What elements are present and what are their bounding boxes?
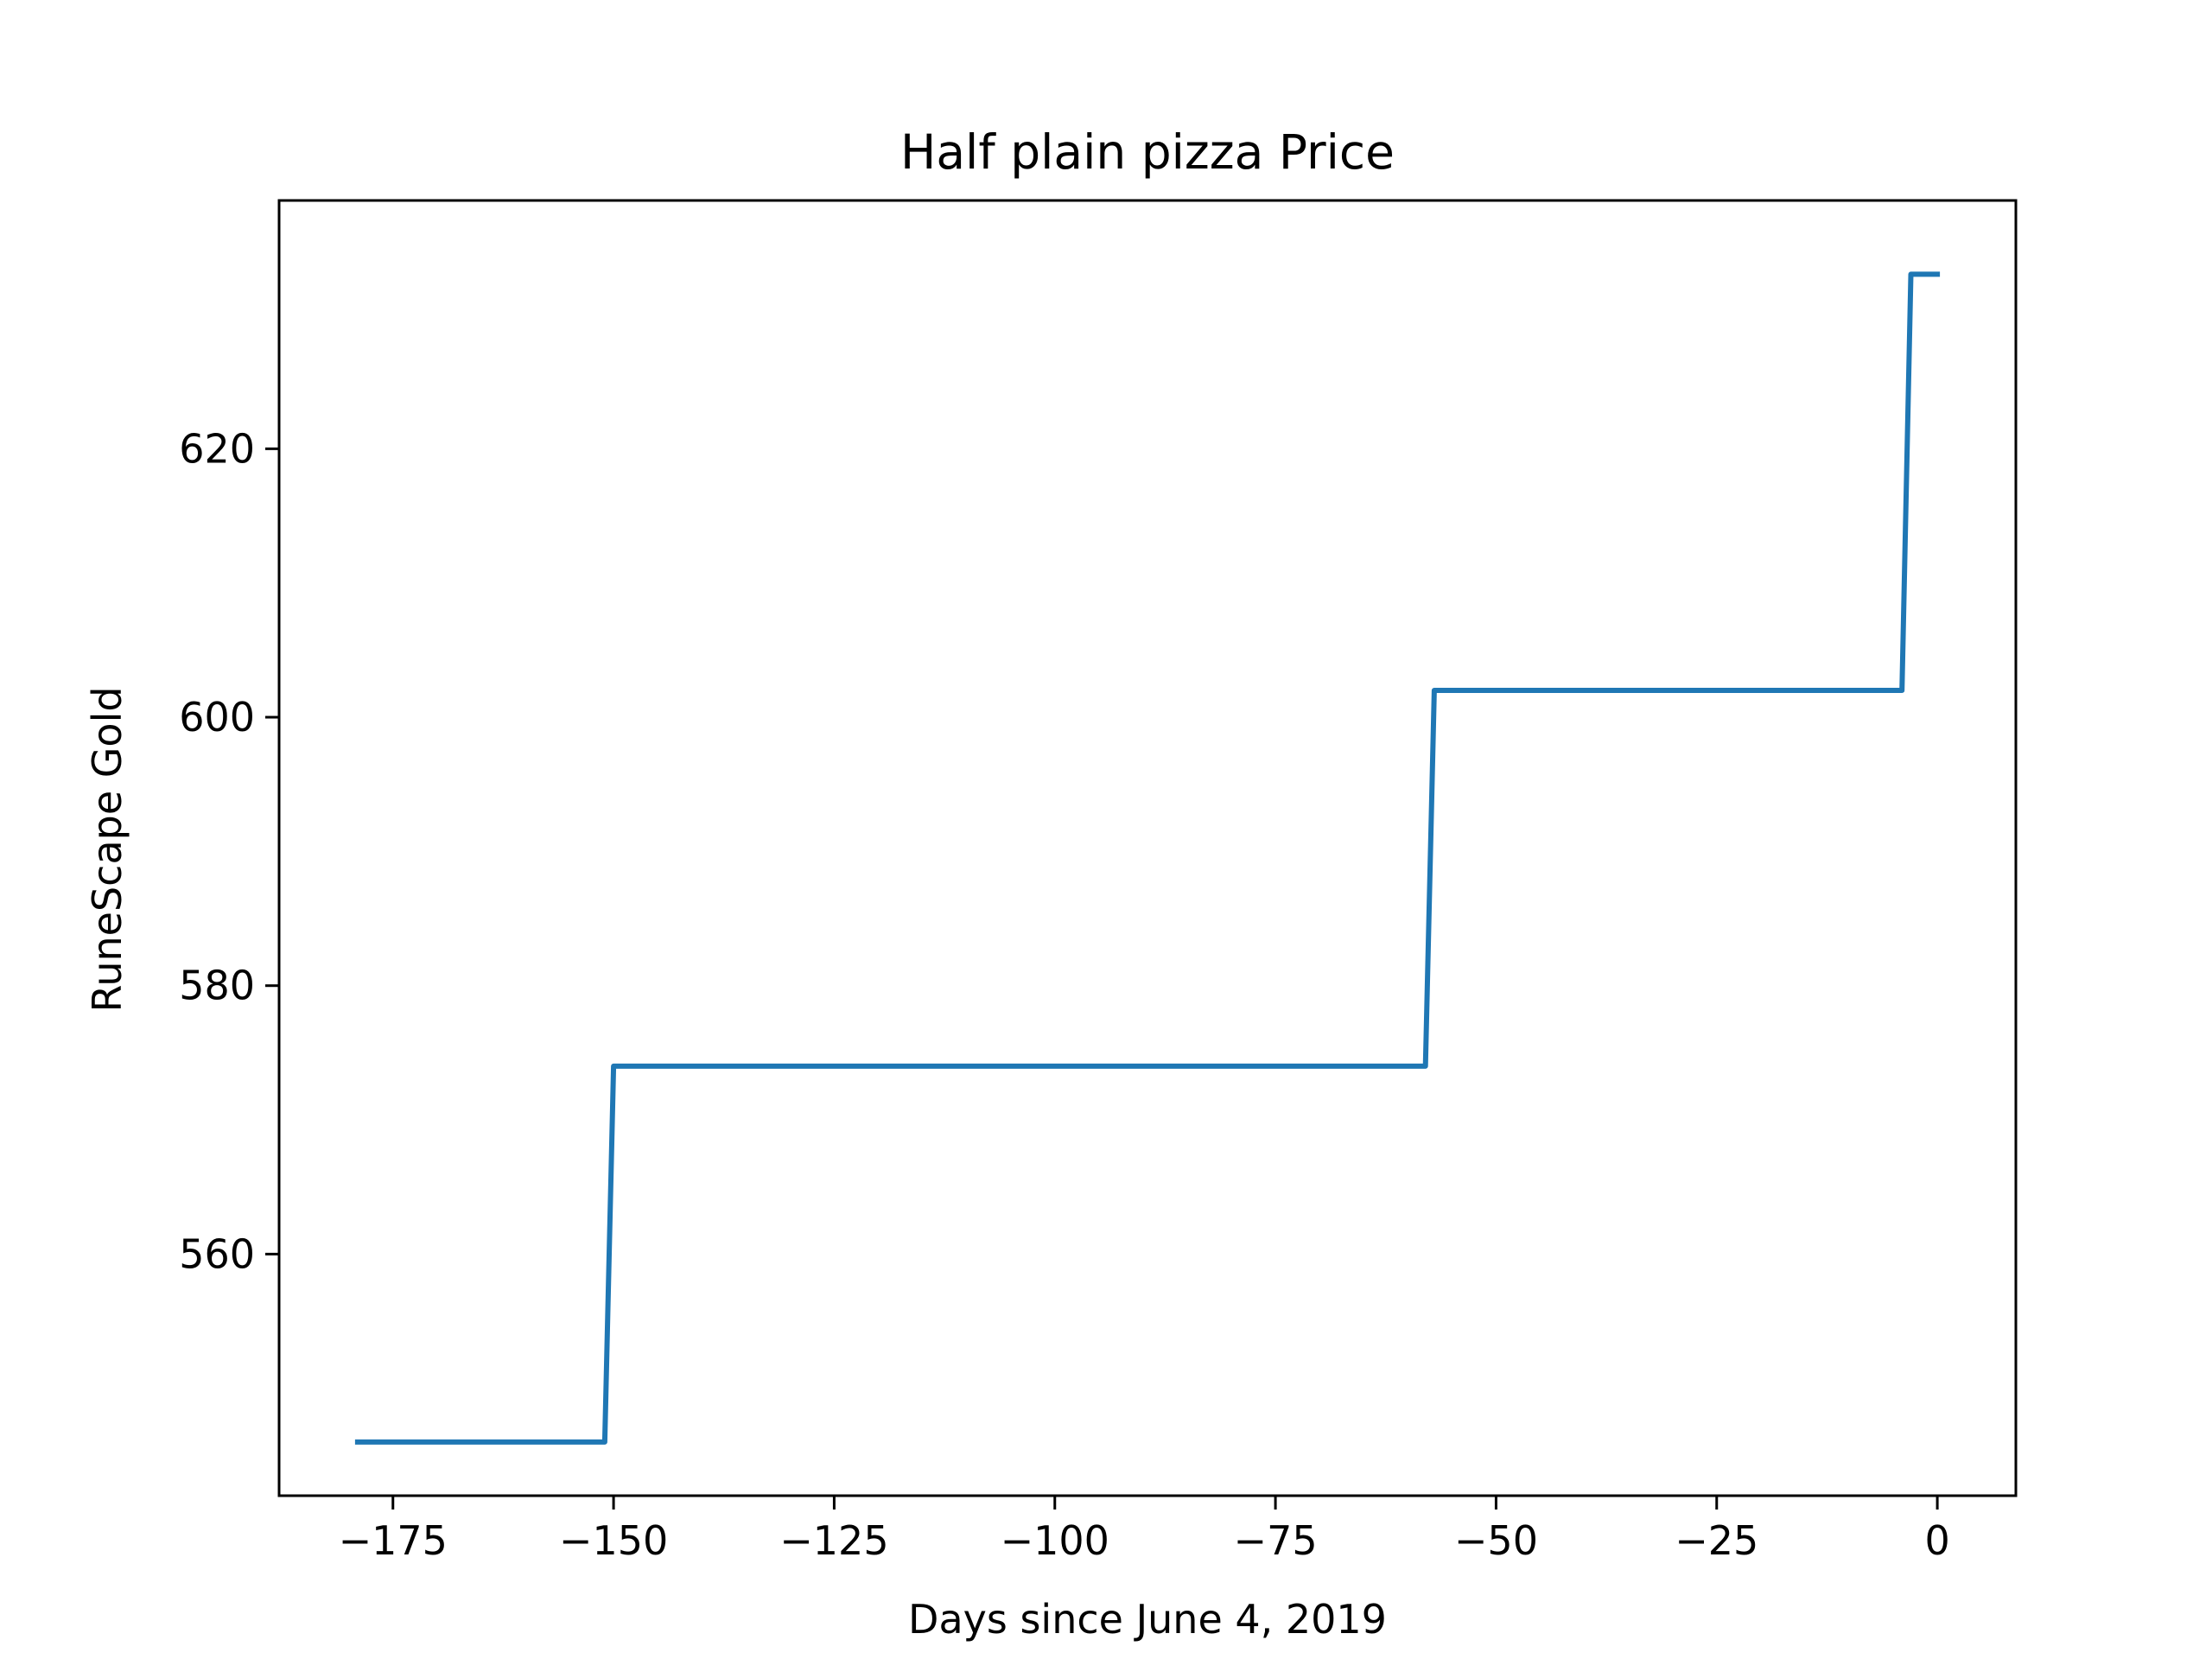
y-tick-label: 580: [179, 963, 255, 1009]
x-tick-label: −50: [1454, 1517, 1538, 1564]
axes-frame: [277, 199, 2018, 1497]
x-tick-label: 0: [1924, 1517, 1949, 1564]
plot-area: [277, 199, 2018, 1497]
x-tick-label: −75: [1234, 1517, 1318, 1564]
x-tick-label: −100: [1001, 1517, 1109, 1564]
x-tick-label: −125: [779, 1517, 888, 1564]
x-tick-label: −150: [559, 1517, 668, 1564]
chart-title: Half plain pizza Price: [900, 124, 1395, 180]
x-axis: −175 −150 −125 −100 −75 −50 −25 0: [339, 1496, 1950, 1564]
y-axis: 560 580 600 620: [179, 425, 279, 1277]
x-tick-label: −25: [1675, 1517, 1758, 1564]
series-line-0: [354, 271, 1941, 1445]
y-tick-label: 560: [179, 1230, 255, 1277]
y-tick-label: 620: [179, 425, 255, 472]
x-axis-title: Days since June 4, 2019: [908, 1596, 1387, 1643]
y-tick-label: 600: [179, 694, 255, 741]
x-tick-label: −175: [339, 1517, 448, 1564]
y-axis-title: RuneScape Gold: [84, 686, 130, 1012]
